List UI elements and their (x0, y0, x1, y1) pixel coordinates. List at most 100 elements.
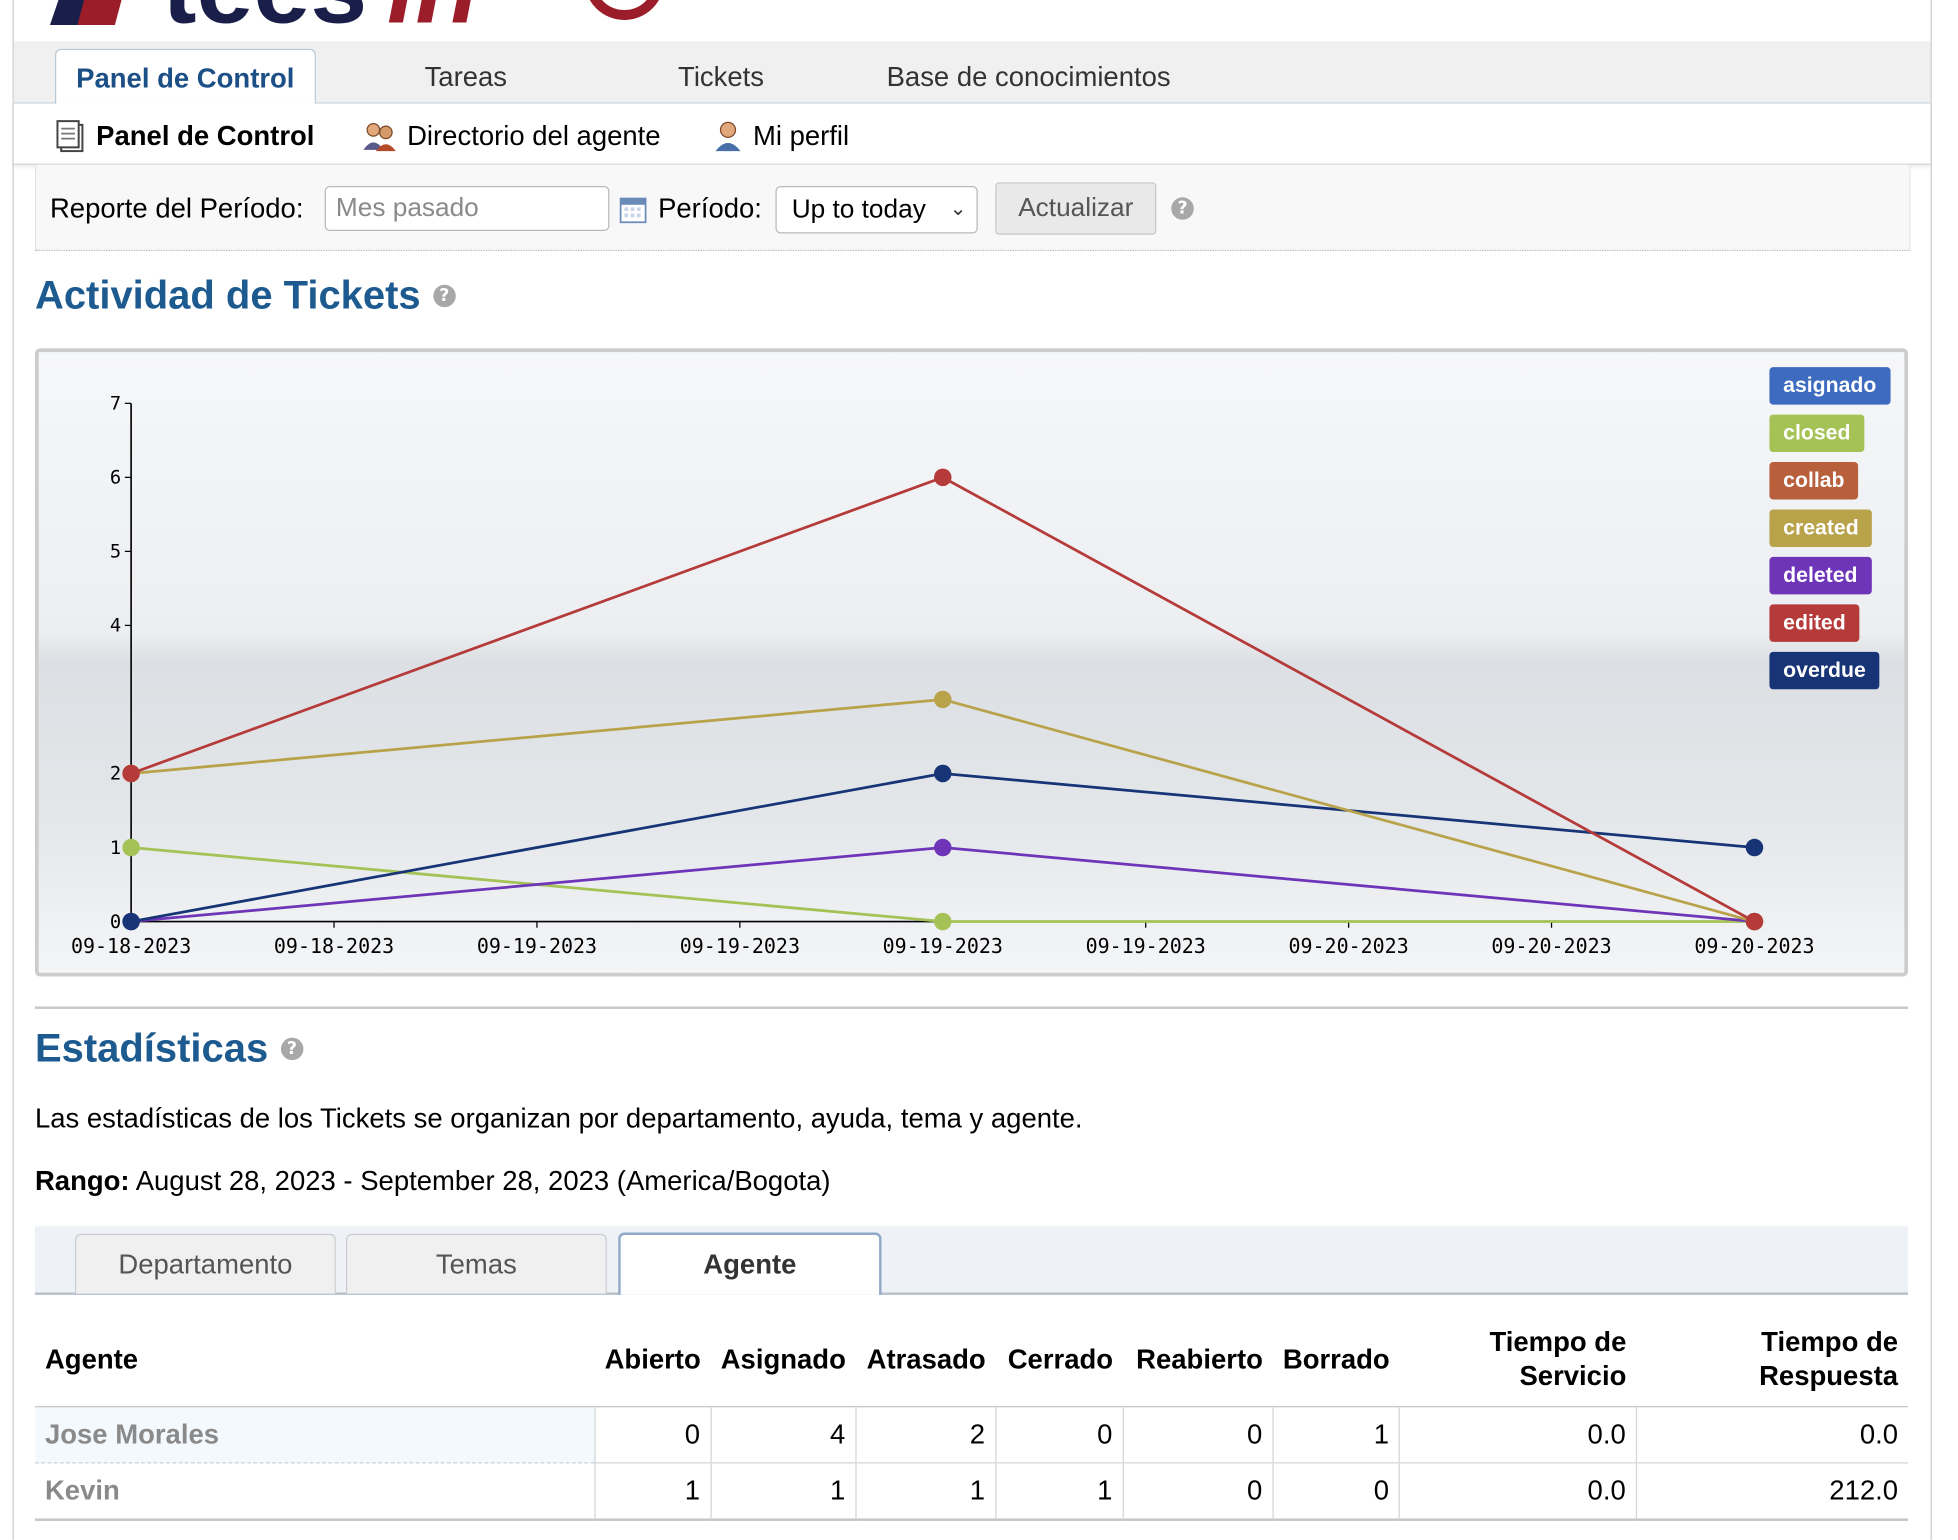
table-cell: 1 (855, 1462, 996, 1521)
y-tick-label: 6 (110, 468, 121, 489)
table-cell: 4 (710, 1406, 856, 1464)
column-header[interactable]: Tiempo de Servicio (1399, 1311, 1637, 1408)
data-point-edited (122, 764, 140, 783)
agent-name: Kevin (34, 1462, 595, 1521)
x-tick-label: 09-19-2023 (477, 934, 597, 958)
range-value: August 28, 2023 - September 28, 2023 (Am… (135, 1165, 831, 1197)
subnav-directorio-del-agente[interactable]: Directorio del agente (362, 119, 661, 152)
statistics-title: Estadísticas (34, 1025, 269, 1071)
page-frame-left (12, 0, 14, 1540)
table-cell: 1 (593, 1462, 711, 1521)
ticket-activity-title: Actividad de Tickets (34, 272, 421, 318)
column-header[interactable]: Tiempo de Respuesta (1636, 1311, 1909, 1408)
subnav-label: Directorio del agente (407, 119, 661, 152)
range-label: Rango: (34, 1165, 130, 1197)
report-period-label: Reporte del Período: (49, 192, 304, 224)
table-cell: 0 (1272, 1462, 1400, 1521)
agent-name: Jose Morales (34, 1406, 595, 1464)
y-tick-label: 1 (110, 838, 121, 859)
tab-temas[interactable]: Temas (345, 1233, 607, 1294)
legend-item-deleted[interactable]: deleted (1769, 556, 1872, 595)
subnav-label: Mi perfil (752, 119, 850, 152)
column-header[interactable]: Agente (34, 1311, 595, 1408)
table-cell: 1 (710, 1462, 856, 1521)
tab-departamento[interactable]: Departamento (74, 1233, 336, 1294)
table-row: Jose Morales 0 4 2 0 0 1 0.0 0.0 (34, 1406, 1909, 1464)
svg-text:tees: tees (162, 0, 367, 25)
calendar-icon[interactable] (619, 196, 647, 224)
legend-item-asignado[interactable]: asignado (1769, 367, 1891, 405)
statistics-heading: Estadísticas ? (34, 1025, 304, 1071)
legend-item-edited[interactable]: edited (1769, 604, 1860, 642)
data-point-overdue (1745, 838, 1764, 857)
column-header[interactable]: Asignado (710, 1311, 856, 1408)
series-line-closed (130, 846, 1755, 923)
line-chart: 0 1 2 4 5 6 7 09-18-2023 09-18-2023 09-19-2023 09-… (71, 394, 1815, 958)
x-tick-label: 09-19-2023 (680, 934, 800, 958)
table-cell: 1 (995, 1462, 1124, 1521)
x-tick-label: 09-19-2023 (1086, 934, 1206, 958)
tab-panel-de-control[interactable]: Panel de Control (54, 48, 316, 104)
y-tick-label: 7 (110, 394, 121, 415)
chevron-down-icon: ⌄ (949, 198, 967, 220)
tab-base-de-conocimientos[interactable]: Base de conocimientos (886, 61, 1171, 93)
x-tick-label: 09-18-2023 (274, 934, 394, 958)
legend-item-created[interactable]: created (1769, 509, 1873, 547)
period-select[interactable]: Up to today ⌄ (775, 186, 978, 234)
period-select-value: Up to today (791, 194, 926, 224)
x-tick-label: 09-20-2023 (1289, 934, 1409, 958)
y-tick-label: 2 (110, 764, 121, 785)
ticket-activity-heading: Actividad de Tickets ? (35, 272, 456, 318)
agent-statistics-table: Agente Abierto Asignado Atrasado Cerrado… (34, 1311, 1909, 1521)
svg-text:in: in (387, 0, 478, 25)
subnav-mi-perfil[interactable]: Mi perfil (713, 120, 849, 152)
section-divider (34, 1006, 1909, 1009)
statistics-description: Las estadísticas de los Tickets se organ… (34, 1102, 1083, 1134)
data-point-overdue (122, 912, 140, 931)
table-row: Kevin 1 1 1 1 0 0 0.0 212.0 (34, 1462, 1909, 1521)
page-frame-right (1930, 0, 1932, 1540)
table-cell: 0 (1122, 1462, 1273, 1521)
subnav-label: Panel de Control (96, 119, 315, 152)
table-cell: 0.0 (1635, 1406, 1909, 1464)
tab-agente[interactable]: Agente (618, 1232, 882, 1295)
data-point-edited (934, 468, 952, 487)
tab-tareas[interactable]: Tareas (424, 61, 508, 93)
dashboard-icon (56, 120, 84, 153)
table-cell: 0 (593, 1406, 711, 1464)
update-button[interactable]: Actualizar (995, 182, 1157, 235)
help-icon[interactable]: ? (280, 1037, 304, 1060)
period-label: Período: (658, 192, 762, 224)
tab-tickets[interactable]: Tickets (678, 61, 765, 93)
table-cell: 0 (995, 1406, 1124, 1464)
column-header[interactable]: Reabierto (1123, 1311, 1273, 1408)
subnav-panel-de-control[interactable]: Panel de Control (56, 119, 315, 153)
table-cell: 0.0 (1399, 1406, 1637, 1464)
report-period-input[interactable] (324, 186, 610, 232)
data-point-closed (122, 838, 140, 857)
report-filter-bar: Reporte del Período: Período: Up to toda… (34, 164, 1911, 251)
data-point-created (934, 690, 952, 709)
legend-item-overdue[interactable]: overdue (1769, 651, 1880, 690)
help-icon[interactable]: ? (433, 284, 456, 307)
x-tick-label: 09-18-2023 (71, 934, 191, 958)
table-cell: 0.0 (1399, 1462, 1637, 1521)
table-header-row: Agente Abierto Asignado Atrasado Cerrado… (34, 1311, 1909, 1408)
x-tick-label: 09-20-2023 (1491, 934, 1611, 958)
y-tick-label: 4 (110, 616, 121, 637)
users-icon (363, 122, 396, 152)
legend-item-closed[interactable]: closed (1769, 414, 1865, 453)
table-cell: 2 (855, 1406, 996, 1464)
table-cell: 212.0 (1635, 1462, 1909, 1521)
legend-item-collab[interactable]: collab (1769, 462, 1859, 500)
help-icon[interactable]: ? (1171, 197, 1194, 220)
x-tick-label: 09-20-2023 (1694, 934, 1814, 958)
chart-legend: asignado closed collab created deleted edited… (1769, 367, 1891, 699)
column-header[interactable]: Atrasado (855, 1311, 996, 1408)
column-header[interactable]: Abierto (594, 1311, 711, 1408)
column-header[interactable]: Cerrado (995, 1311, 1124, 1408)
data-point-edited (1745, 912, 1764, 931)
column-header[interactable]: Borrado (1272, 1311, 1400, 1408)
sub-nav: Panel de Control Directorio del agente M… (13, 103, 1931, 165)
y-tick-label: 5 (110, 542, 121, 563)
